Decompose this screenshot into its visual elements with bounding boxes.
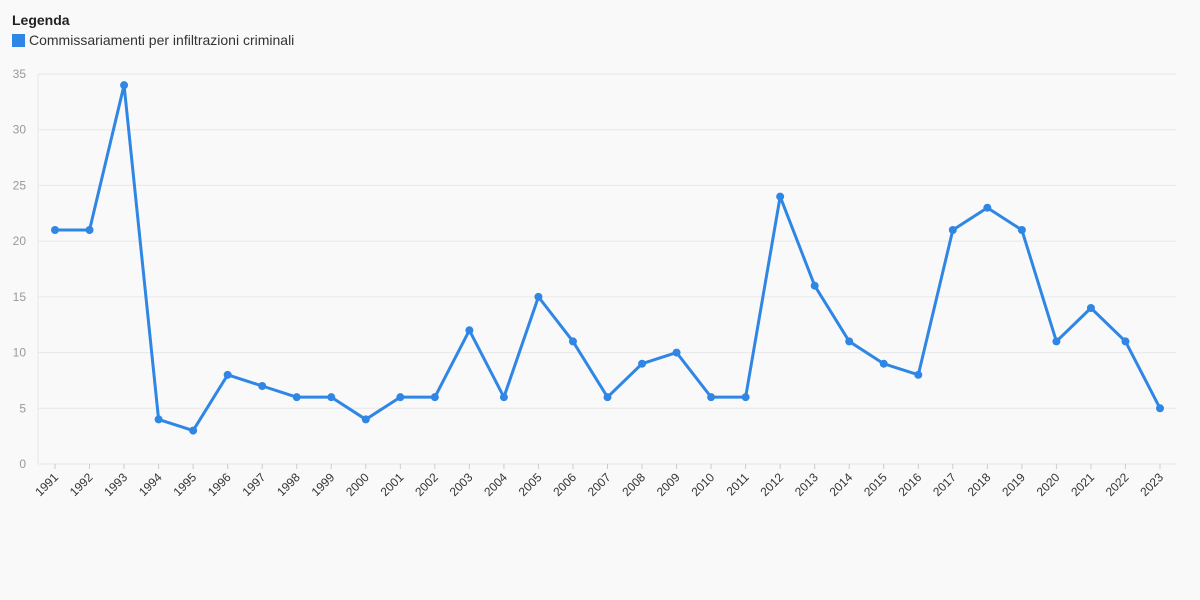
data-point[interactable] — [1086, 304, 1095, 312]
data-point[interactable] — [534, 292, 543, 301]
x-tick-label: 2021 — [1068, 470, 1097, 499]
x-tick-label: 2017 — [930, 470, 959, 499]
y-axis: 0 5 10 15 20 25 30 35 — [13, 67, 27, 471]
y-tick-label: 10 — [13, 346, 27, 360]
y-tick-label: 25 — [13, 178, 27, 192]
x-tick-label: 2011 — [724, 470, 752, 498]
x-tick-label: 2010 — [688, 470, 717, 499]
data-point[interactable] — [396, 393, 405, 402]
y-tick-label: 30 — [13, 123, 27, 137]
x-tick-label: 1995 — [170, 470, 199, 499]
x-tick-label: 1997 — [240, 470, 269, 499]
data-point[interactable] — [51, 226, 59, 234]
x-tick-label: 2022 — [1103, 470, 1132, 499]
data-point[interactable] — [568, 337, 577, 346]
x-tick-label: 2001 — [378, 470, 407, 499]
data-point[interactable] — [603, 393, 612, 402]
x-tick-label: 2023 — [1137, 470, 1166, 499]
data-point[interactable] — [430, 393, 439, 402]
data-point[interactable] — [914, 370, 923, 379]
data-point[interactable] — [189, 426, 198, 435]
data-point[interactable] — [1017, 226, 1026, 234]
legend-swatch — [12, 33, 25, 47]
data-point[interactable] — [741, 393, 750, 402]
data-point[interactable] — [499, 393, 508, 402]
data-point[interactable] — [879, 359, 888, 368]
x-tick-label: 2000 — [343, 470, 372, 499]
data-point[interactable] — [983, 203, 992, 212]
x-tick-label: 2020 — [1034, 470, 1063, 499]
x-tick-label: 2012 — [757, 470, 786, 499]
data-point[interactable] — [154, 415, 163, 424]
legend-title: Legenda — [12, 12, 70, 28]
x-tick-label: 2009 — [654, 470, 683, 499]
data-point[interactable] — [776, 192, 785, 201]
data-point[interactable] — [85, 226, 94, 234]
x-tick-label: 2003 — [447, 470, 476, 499]
data-point[interactable] — [292, 393, 301, 402]
x-tick-label: 1998 — [274, 470, 303, 499]
series-group — [51, 81, 1164, 435]
data-point[interactable] — [845, 337, 854, 346]
y-tick-label: 5 — [19, 401, 26, 415]
data-point[interactable] — [707, 393, 716, 402]
x-tick-label: 2015 — [861, 470, 890, 499]
x-axis: 1991 1992 1993 1994 1995 1996 1997 1998 1999 2000… — [32, 464, 1166, 499]
data-point[interactable] — [258, 382, 267, 390]
legend-label: Commissariamenti per infiltrazioni crimi… — [29, 32, 295, 48]
data-point[interactable] — [1121, 337, 1130, 346]
data-point[interactable] — [810, 281, 819, 290]
x-tick-label: 2018 — [965, 470, 994, 499]
x-tick-label: 1991 — [32, 470, 61, 499]
data-point[interactable] — [672, 348, 681, 357]
x-tick-label: 2005 — [516, 470, 545, 499]
y-tick-label: 20 — [13, 234, 27, 248]
x-tick-label: 2008 — [619, 470, 648, 499]
data-point[interactable] — [1052, 337, 1061, 346]
y-tick-label: 0 — [19, 457, 26, 471]
data-point[interactable] — [465, 326, 474, 335]
x-tick-label: 2013 — [792, 470, 821, 499]
x-tick-label: 2019 — [999, 470, 1028, 499]
x-tick-label: 1999 — [309, 470, 338, 499]
x-tick-label: 2006 — [550, 470, 579, 499]
x-tick-label: 2007 — [585, 470, 614, 499]
data-point[interactable] — [638, 359, 647, 368]
data-point[interactable] — [223, 370, 232, 379]
x-tick-label: 2014 — [827, 470, 856, 499]
data-point[interactable] — [361, 415, 370, 424]
data-point[interactable] — [120, 81, 129, 90]
series-line — [55, 83, 1162, 433]
y-tick-label: 35 — [13, 67, 27, 81]
legend-item[interactable]: Commissariamenti per infiltrazioni crimi… — [12, 32, 294, 48]
x-tick-label: 2002 — [412, 470, 441, 499]
y-tick-label: 15 — [13, 290, 27, 304]
x-tick-label: 1994 — [136, 470, 165, 499]
x-tick-label: 1996 — [205, 470, 234, 499]
data-point[interactable] — [948, 226, 957, 234]
x-tick-label: 2016 — [896, 470, 925, 499]
data-point[interactable] — [327, 393, 336, 402]
legend: Legenda Commissariamenti per infiltrazio… — [12, 12, 294, 48]
data-point[interactable] — [1156, 404, 1164, 413]
x-tick-label: 1993 — [101, 470, 130, 499]
x-tick-label: 1992 — [67, 470, 96, 499]
x-tick-label: 2004 — [481, 470, 510, 499]
